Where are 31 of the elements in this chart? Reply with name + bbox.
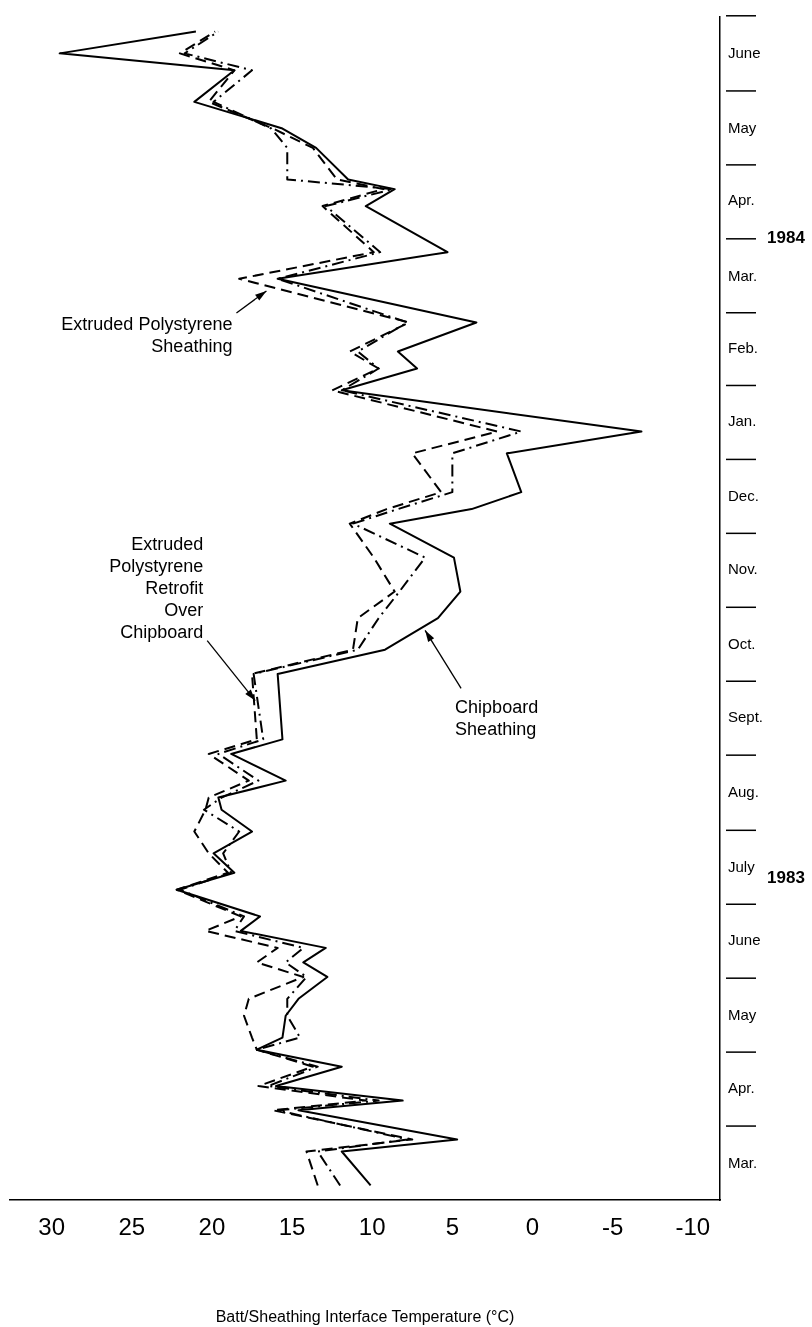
- y-tick-label: July: [728, 858, 756, 876]
- y-tick-label: Apr.: [728, 1078, 755, 1096]
- y-tick-label: May: [728, 118, 757, 136]
- annotation: Extruded Polystyrene Sheathing: [61, 313, 233, 356]
- y-tick-label: Oct.: [728, 635, 756, 652]
- text: 1983: [767, 867, 805, 887]
- annotation: Chipboard Sheathing: [455, 697, 539, 740]
- y-tick-label: Mar.: [728, 1153, 758, 1171]
- y-tick-label: June: [728, 930, 761, 948]
- y-tick-label: Jan.: [728, 411, 757, 429]
- x-tick-label: 30: [38, 1213, 66, 1241]
- y-tick-label: Sept.: [728, 707, 764, 725]
- x-tick-label: 15: [278, 1213, 306, 1241]
- x-tick-label: -10: [675, 1213, 711, 1241]
- y-tick-label: May: [728, 1005, 757, 1023]
- y-tick-label: Feb.: [728, 339, 759, 357]
- y-tick-label: Apr.: [728, 191, 755, 209]
- y-tick-label: Dec.: [728, 487, 759, 505]
- x-tick-label: 0: [525, 1213, 540, 1241]
- x-tick-label: 5: [445, 1213, 460, 1241]
- x-tick-label: 10: [358, 1213, 386, 1241]
- y-tick-label: Aug.: [728, 782, 759, 800]
- y-tick-label: June: [728, 43, 761, 61]
- x-tick-label: 20: [198, 1213, 226, 1241]
- x-tick-label: -5: [601, 1213, 624, 1241]
- x-tick-label: 25: [118, 1213, 146, 1241]
- annotation: Extruded Polystyrene Retrofit Over Chipboard: [109, 533, 204, 642]
- y-tick-label: Mar.: [728, 266, 758, 284]
- y-tick-label: Nov.: [728, 559, 758, 577]
- x-axis-title: Batt/Sheathing Interface Temperature (°C): [215, 1307, 515, 1325]
- text: 1984: [767, 227, 806, 247]
